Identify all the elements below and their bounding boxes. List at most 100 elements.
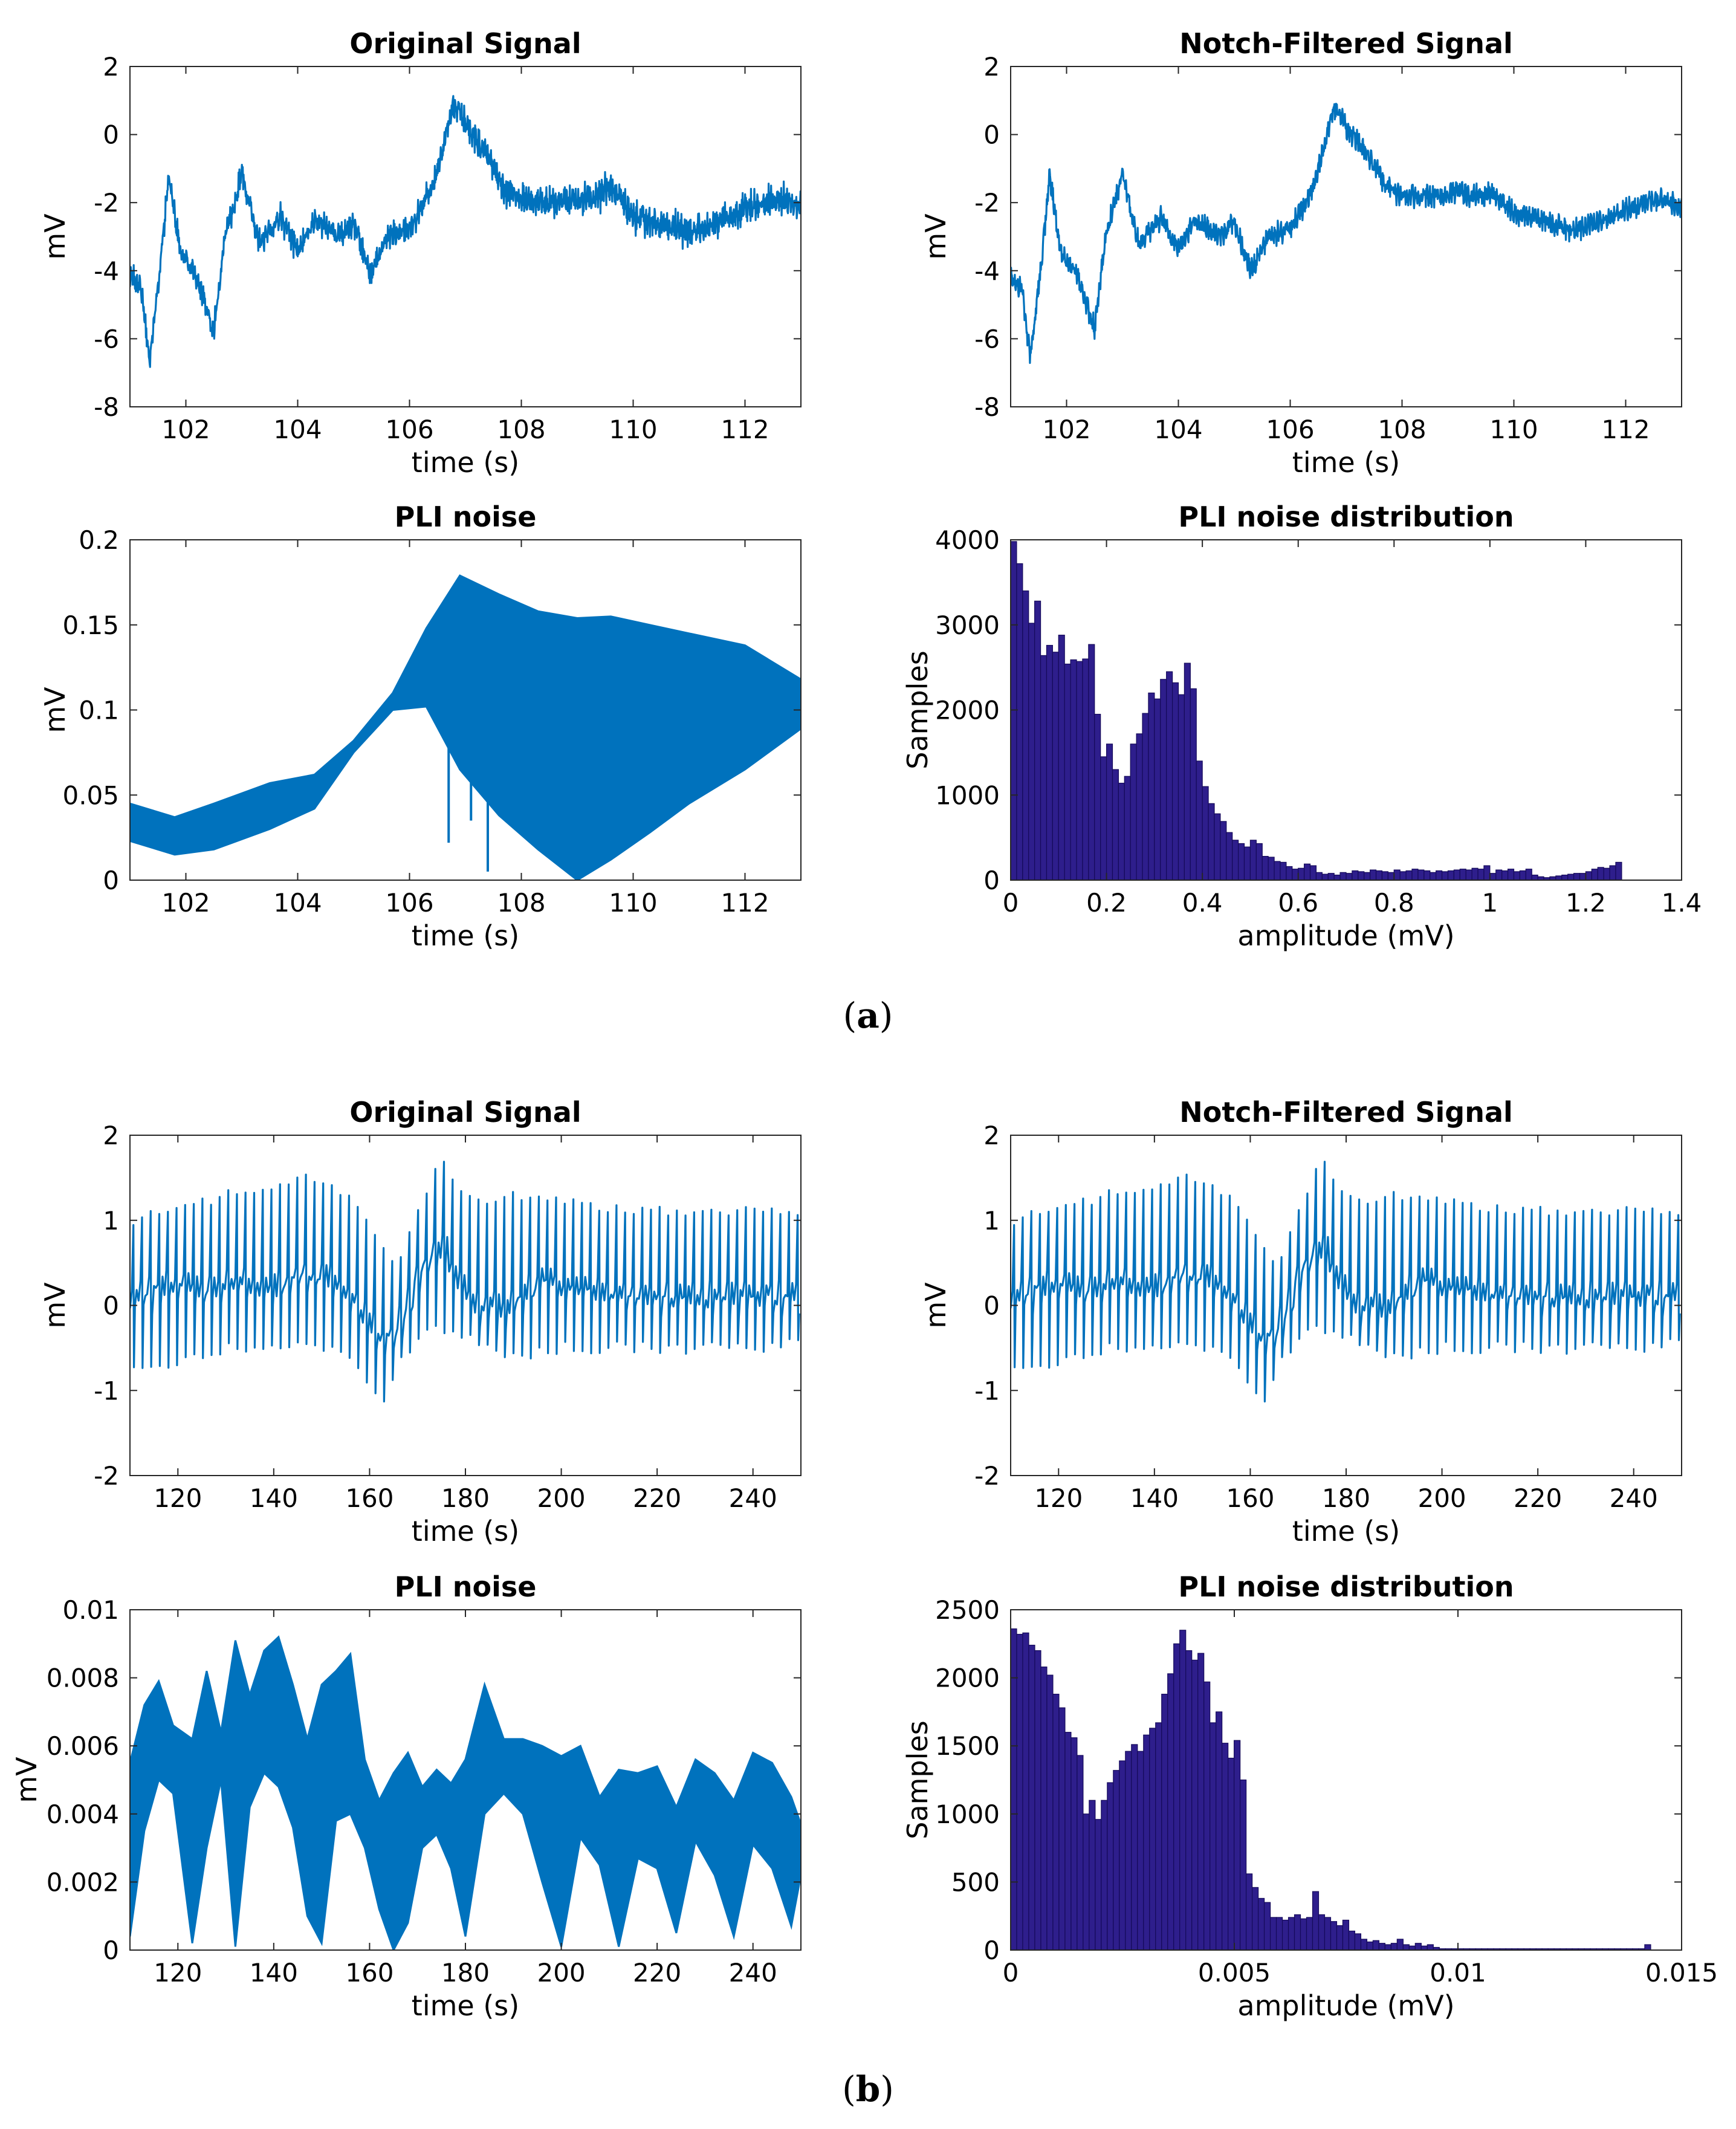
histogram-bar bbox=[1179, 1630, 1187, 1950]
histogram-bar bbox=[1294, 1914, 1301, 1950]
histogram-bar bbox=[1312, 1891, 1320, 1950]
histogram-bar bbox=[1315, 872, 1323, 880]
histogram-bar bbox=[1106, 744, 1113, 880]
histogram-bar bbox=[1028, 1644, 1035, 1950]
histogram-bar bbox=[1327, 873, 1335, 880]
histogram-bar bbox=[1011, 541, 1017, 880]
signal-trace bbox=[1011, 103, 1682, 365]
y-axis-label: mV bbox=[10, 1757, 43, 1803]
x-tick-label: 0.01 bbox=[1430, 1958, 1486, 1988]
histogram-bar bbox=[1142, 713, 1149, 880]
y-tick-label: -8 bbox=[94, 392, 119, 422]
histogram-bar bbox=[1208, 803, 1215, 880]
plot-area bbox=[130, 1635, 801, 1950]
histogram-bar bbox=[1336, 1925, 1344, 1950]
x-tick-label: 140 bbox=[250, 1483, 298, 1513]
histogram-bar bbox=[1249, 840, 1257, 880]
x-tick-label: 140 bbox=[1130, 1483, 1179, 1513]
y-tick-label: 0.1 bbox=[79, 696, 119, 725]
histogram-bar bbox=[1366, 1941, 1373, 1950]
x-axis-label: time (s) bbox=[412, 1989, 519, 2022]
axes-box bbox=[1010, 1609, 1682, 1951]
histogram-bar bbox=[1196, 760, 1203, 880]
y-tick-label: 0.008 bbox=[47, 1664, 119, 1693]
histogram-bar bbox=[1525, 869, 1532, 880]
y-tick-label: -6 bbox=[94, 324, 119, 354]
histogram-bar bbox=[1040, 655, 1048, 880]
histogram-bar bbox=[1300, 1918, 1307, 1950]
x-axis-label: time (s) bbox=[1292, 1515, 1400, 1547]
chart-title: PLI noise distribution bbox=[1178, 501, 1514, 533]
histogram-bar bbox=[1287, 1917, 1295, 1950]
histogram-bar bbox=[1420, 1945, 1428, 1950]
y-axis-label: mV bbox=[39, 1282, 71, 1329]
y-tick-label: -2 bbox=[94, 1461, 119, 1491]
y-tick-label: 1 bbox=[983, 1206, 1000, 1236]
x-tick-label: 0 bbox=[1003, 888, 1019, 918]
y-tick-label: 0.2 bbox=[79, 525, 119, 555]
x-tick-label: 106 bbox=[1266, 415, 1314, 444]
chart-title: Original Signal bbox=[349, 1096, 581, 1129]
histogram-bar bbox=[1064, 663, 1071, 880]
histogram-bar bbox=[1555, 875, 1563, 880]
y-axis-label: Samples bbox=[901, 1720, 934, 1839]
histogram-bar bbox=[1268, 857, 1275, 880]
y-axis-label: mV bbox=[919, 1282, 952, 1329]
x-tick-label: 102 bbox=[1042, 415, 1090, 444]
x-tick-label: 106 bbox=[385, 888, 433, 918]
x-tick-label: 180 bbox=[1322, 1483, 1370, 1513]
x-tick-label: 180 bbox=[441, 1958, 490, 1988]
y-axis-label: mV bbox=[919, 213, 952, 260]
y-tick-label: 1 bbox=[103, 1206, 119, 1236]
histogram-bar bbox=[1226, 832, 1233, 880]
histogram-bar bbox=[1113, 1770, 1120, 1950]
histogram-bar bbox=[1177, 694, 1185, 880]
histogram-bar bbox=[1203, 1681, 1211, 1950]
y-tick-label: 0 bbox=[103, 866, 119, 895]
x-tick-label: 102 bbox=[161, 415, 210, 444]
x-tick-label: 220 bbox=[633, 1958, 681, 1988]
histogram-bar bbox=[1070, 1737, 1078, 1950]
histogram-bar bbox=[1155, 1722, 1162, 1950]
x-tick-label: 120 bbox=[154, 1483, 202, 1513]
histogram-bar bbox=[1321, 873, 1329, 880]
chart-title: Original Signal bbox=[349, 27, 581, 60]
histogram-bar bbox=[1185, 1650, 1193, 1950]
y-tick-label: 0 bbox=[103, 1291, 119, 1321]
y-tick-label: 2 bbox=[103, 52, 119, 82]
x-tick-label: 110 bbox=[609, 888, 657, 918]
x-tick-label: 220 bbox=[1514, 1483, 1562, 1513]
y-tick-label: 2000 bbox=[935, 1664, 1000, 1693]
histogram-bar bbox=[1274, 861, 1281, 880]
histogram-bar bbox=[1197, 1653, 1205, 1950]
histogram-bar bbox=[1477, 869, 1485, 880]
signal-trace bbox=[130, 95, 801, 368]
y-tick-label: 0 bbox=[983, 866, 1000, 895]
histogram-bar bbox=[1306, 1917, 1313, 1950]
histogram-bar bbox=[1381, 871, 1388, 880]
y-tick-label: -2 bbox=[974, 188, 1000, 218]
histogram-bar bbox=[1058, 635, 1065, 880]
histogram-bar bbox=[1040, 1666, 1048, 1950]
y-tick-label: 2 bbox=[983, 1121, 1000, 1150]
histogram-bar bbox=[1573, 873, 1581, 880]
histogram-bar bbox=[1214, 813, 1221, 880]
histogram-bar bbox=[1318, 1914, 1326, 1950]
chart-title: PLI noise bbox=[395, 501, 537, 533]
histogram-bar bbox=[1408, 1945, 1416, 1950]
y-axis-label: mV bbox=[39, 687, 71, 733]
chart-a-original: 102 104 106 108 110 112 -8 -6 -4 -2 0 2 Original Sig… bbox=[39, 27, 802, 479]
histogram-bar bbox=[1354, 1933, 1362, 1950]
histogram-bar bbox=[1160, 679, 1167, 880]
histogram-bar bbox=[1358, 871, 1365, 880]
chart-a-pli: 102 104 106 108 110 112 0 0.05 0.1 0.15 0.2 PLI noi… bbox=[39, 501, 802, 952]
x-tick-label: 200 bbox=[537, 1483, 585, 1513]
histogram-bar bbox=[1360, 1939, 1368, 1950]
x-tick-label: 112 bbox=[721, 888, 769, 918]
histogram-bar bbox=[1210, 1722, 1217, 1950]
histogram-bar bbox=[1370, 869, 1377, 880]
y-tick-label: 0.05 bbox=[62, 780, 119, 810]
histogram-bar bbox=[1131, 1744, 1138, 1950]
x-tick-label: 200 bbox=[537, 1958, 585, 1988]
histogram-bar bbox=[1280, 861, 1287, 880]
